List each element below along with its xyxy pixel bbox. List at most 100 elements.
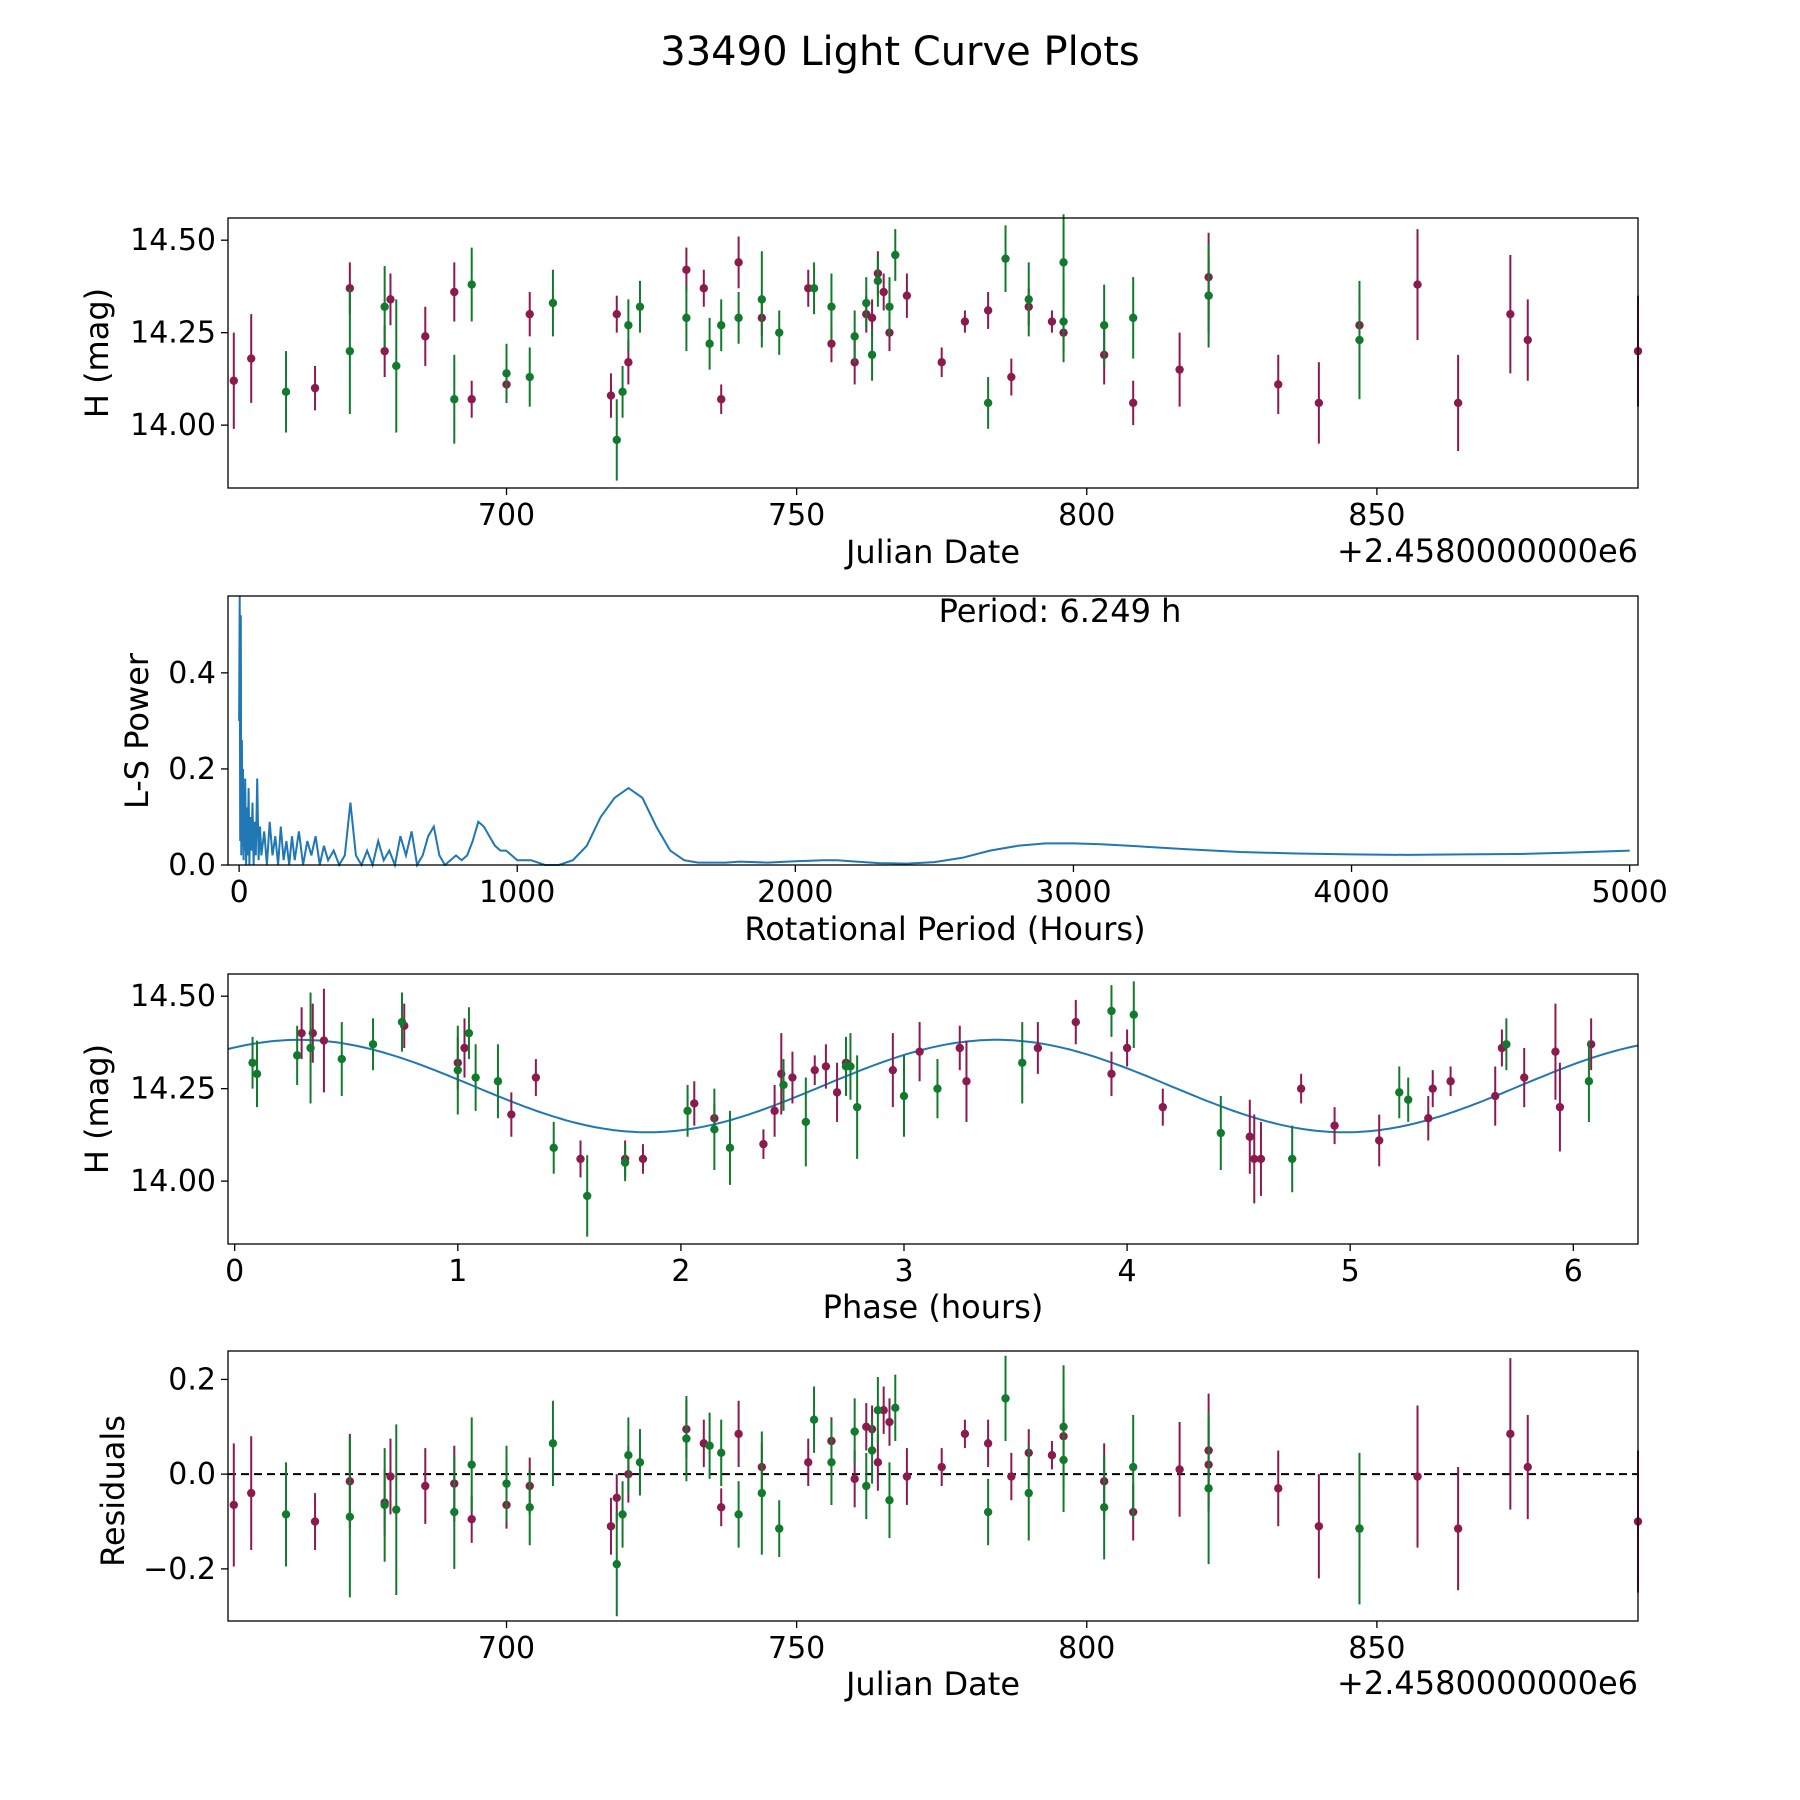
- data-point: [862, 1481, 871, 1491]
- data-point: [1287, 1154, 1297, 1164]
- data-point: [1355, 1524, 1364, 1533]
- data-point: [606, 391, 616, 400]
- data-point: [493, 1077, 503, 1086]
- data-point: [1107, 1069, 1116, 1079]
- data-point: [846, 1062, 855, 1071]
- data-point: [368, 1040, 378, 1049]
- data-point: [827, 302, 836, 311]
- y-tick-label: 14.00: [130, 408, 216, 443]
- data-point: [885, 302, 894, 311]
- data-point: [310, 1517, 320, 1526]
- period-annotation: Period: 6.249 h: [939, 592, 1182, 630]
- data-point: [248, 1058, 257, 1067]
- periodogram-ticks: 0 1000 2000 3000 4000 5000 0.0 0.2 0.4: [168, 656, 1668, 910]
- data-point: [229, 1500, 239, 1510]
- data-point: [467, 280, 476, 289]
- data-point: [229, 376, 239, 385]
- data-point: [983, 306, 993, 315]
- data-point: [725, 1143, 735, 1153]
- data-point: [471, 1073, 480, 1082]
- data-point: [386, 1472, 395, 1481]
- data-point: [734, 313, 743, 323]
- data-point: [1555, 1102, 1565, 1112]
- data-point: [1520, 1073, 1529, 1082]
- data-point: [1216, 1128, 1226, 1138]
- data-point: [717, 321, 726, 330]
- data-point: [1256, 1154, 1266, 1164]
- data-point: [467, 1460, 476, 1469]
- data-point: [1007, 372, 1016, 382]
- data-point: [460, 1043, 469, 1053]
- x-tick-label: 0: [225, 1254, 244, 1289]
- x-tick-label: 800: [1058, 1631, 1115, 1666]
- data-point: [1413, 280, 1422, 289]
- data-point: [804, 1458, 813, 1467]
- data-point: [682, 1434, 691, 1443]
- data-point: [1274, 1484, 1283, 1493]
- data-point: [699, 284, 709, 293]
- data-point: [1428, 1084, 1437, 1093]
- data-point: [775, 328, 784, 337]
- data-point: [770, 1106, 779, 1116]
- data-point: [1033, 1043, 1043, 1053]
- data-point: [879, 1406, 888, 1415]
- data-point: [705, 1441, 714, 1450]
- data-point: [1099, 321, 1109, 330]
- data-point: [717, 1448, 726, 1458]
- x-tick-label: 750: [768, 498, 825, 533]
- data-point: [638, 1154, 648, 1164]
- residuals-marks: [228, 1355, 1643, 1617]
- data-point: [1071, 1017, 1080, 1027]
- data-point: [1584, 1077, 1594, 1086]
- phase-panel: 0 1 2 3 4 5 6 14.00 14.25 14.50 Phase (hours) H (…: [78, 973, 1639, 1326]
- data-point: [873, 1458, 883, 1467]
- data-point: [960, 1429, 970, 1439]
- data-point: [1506, 309, 1515, 319]
- data-point: [810, 1065, 819, 1075]
- x-tick-label: 3: [894, 1254, 913, 1289]
- data-point: [297, 1028, 306, 1038]
- data-point: [464, 1028, 474, 1038]
- data-point: [888, 1065, 898, 1075]
- data-point: [788, 1073, 797, 1082]
- data-point: [983, 1507, 993, 1517]
- x-tick-label: 700: [478, 498, 535, 533]
- data-point: [1047, 317, 1057, 326]
- data-point: [1107, 1006, 1116, 1016]
- data-point: [1245, 1132, 1255, 1141]
- x-tick-label: 2000: [757, 875, 833, 910]
- data-point: [624, 321, 633, 330]
- data-point: [1502, 1040, 1511, 1049]
- light-curve-ticks: 700 750 800 850 14.00 14.25 14.50: [130, 223, 1405, 533]
- data-point: [281, 387, 291, 397]
- data-point: [891, 250, 900, 260]
- data-point: [759, 1139, 768, 1149]
- data-point: [1453, 398, 1463, 408]
- data-point: [1453, 1524, 1463, 1533]
- periodogram-line: [238, 595, 1630, 869]
- x-tick-label: 6: [1564, 1254, 1583, 1289]
- x-tick-label: 850: [1348, 498, 1405, 533]
- periodogram-xlabel: Rotational Period (Hours): [744, 910, 1145, 948]
- data-point: [502, 1479, 511, 1488]
- data-point: [885, 1417, 894, 1427]
- data-point: [1024, 295, 1033, 304]
- phase-axes-frame: [227, 973, 1639, 1245]
- data-point: [1314, 398, 1324, 408]
- data-point: [1175, 1465, 1184, 1474]
- data-point: [983, 1439, 993, 1448]
- data-point: [821, 1062, 831, 1071]
- x-tick-label: 850: [1348, 1631, 1405, 1666]
- data-point: [832, 1088, 842, 1097]
- y-tick-label: 0.2: [168, 1362, 216, 1397]
- data-point: [612, 309, 621, 319]
- data-point: [252, 1069, 262, 1079]
- data-point: [525, 309, 534, 319]
- light-curve-offset-text: +2.4580000000e6: [1337, 532, 1638, 570]
- data-point: [705, 339, 714, 348]
- data-point: [450, 395, 459, 404]
- figure-title: 33490 Light Curve Plots: [660, 29, 1139, 75]
- data-point: [1523, 335, 1532, 345]
